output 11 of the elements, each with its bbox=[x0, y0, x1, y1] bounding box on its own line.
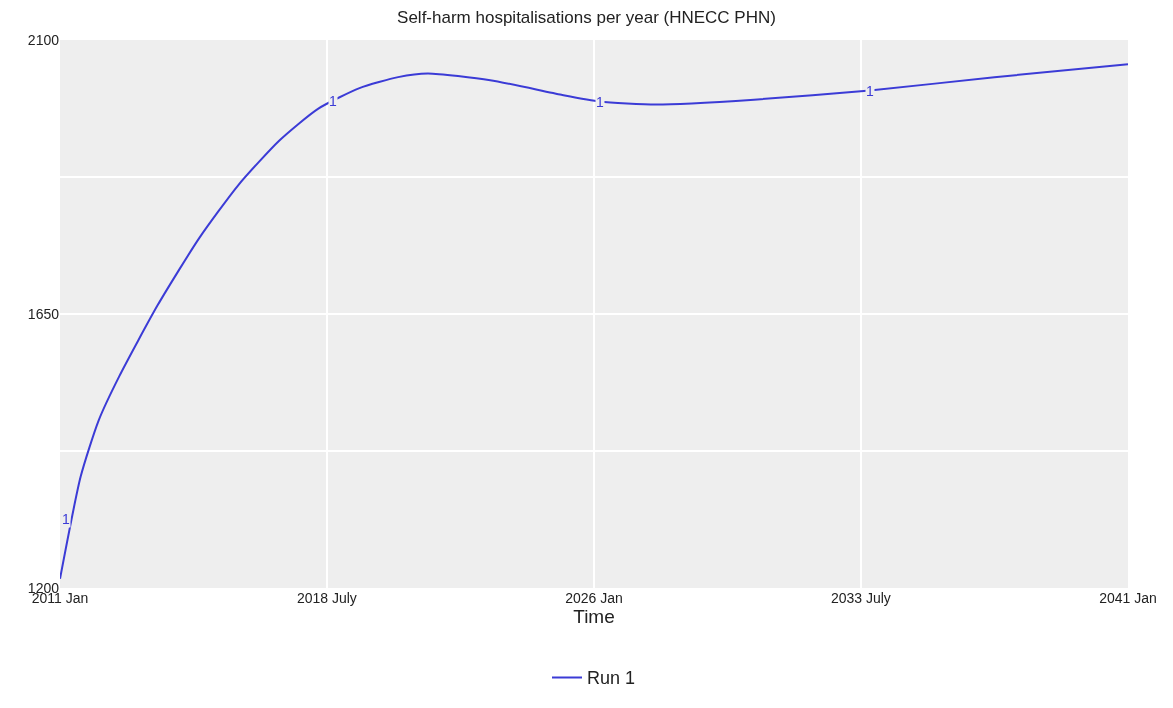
legend-label: Run 1 bbox=[587, 668, 636, 689]
x-tick-label: 2026 Jan bbox=[565, 590, 623, 606]
annotation: 1 bbox=[329, 93, 337, 109]
x-axis-title: Time bbox=[573, 606, 615, 627]
annotation: 1 bbox=[62, 511, 70, 527]
x-tick-label: 2033 July bbox=[830, 590, 891, 606]
chart-title: Self-harm hospitalisations per year (HNECC PHN) bbox=[397, 7, 776, 27]
y-tick-label: 1650 bbox=[27, 305, 60, 322]
x-tick-label: 2018 July bbox=[296, 590, 357, 606]
y-tick-label: 2100 bbox=[27, 31, 60, 48]
x-tick-label: 2041 Jan bbox=[1099, 590, 1157, 606]
